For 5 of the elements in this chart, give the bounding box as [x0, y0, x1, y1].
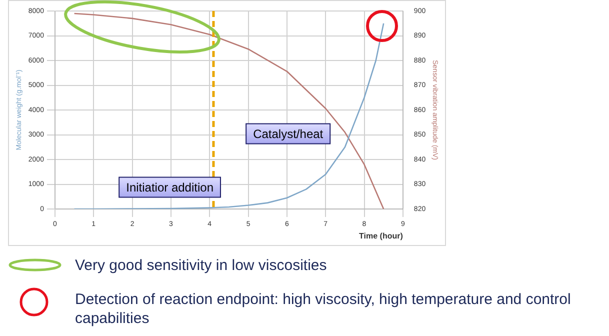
- annotation: Catalyst/heat: [253, 127, 324, 142]
- text: Detection of reaction endpoint: high viscosity, high temperature and control capabilities: [75, 290, 572, 328]
- x-axis-title: Time (hour): [359, 231, 404, 240]
- annotation: Initiatior addition: [126, 180, 214, 195]
- text: Very good sensitivity in low viscosities: [75, 256, 327, 275]
